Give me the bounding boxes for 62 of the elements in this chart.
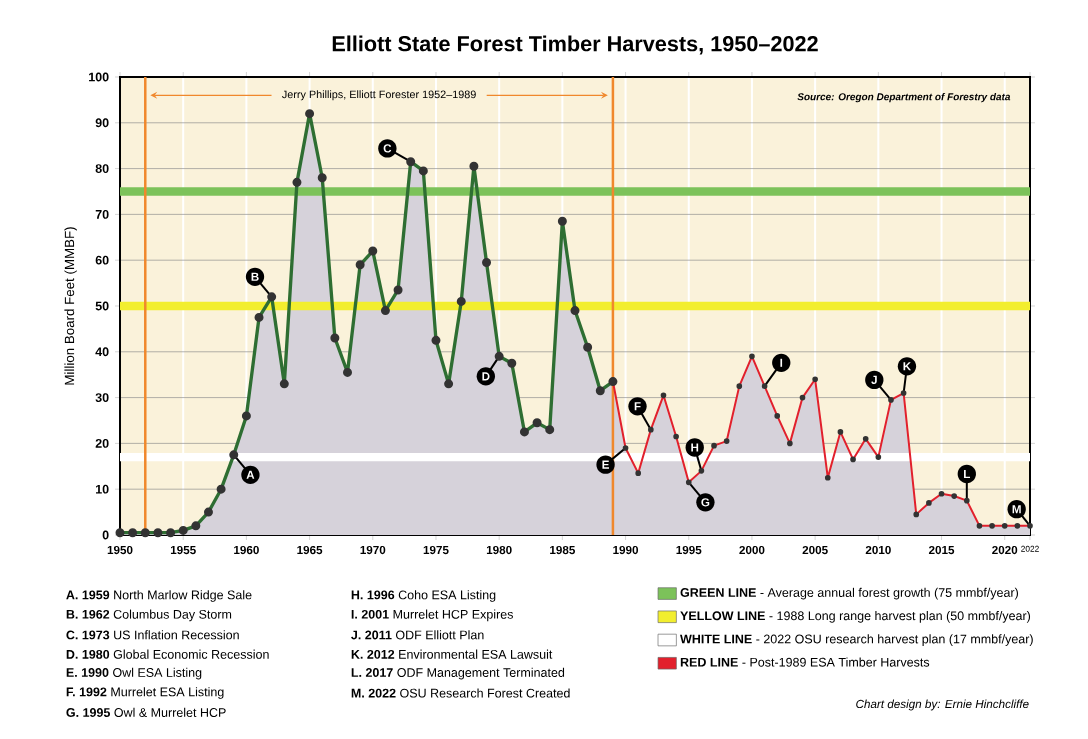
- x-tick-label: 1950: [107, 545, 133, 555]
- legend-label: RED LINE - Post-1989 ESA Timber Harvests: [680, 657, 930, 667]
- y-tick-label: 80: [95, 164, 109, 174]
- text: K. 2012 Environmental ESA Lawsuit: [351, 649, 553, 659]
- annotation: I: [780, 358, 783, 367]
- legend-label: YELLOW LINE - 1988 Long range harvest plan (50 mmbf/year): [680, 611, 1031, 623]
- text: L. 2017 ODF Management Terminated: [351, 667, 565, 680]
- text: M. 2022 OSU Research Forest Created: [351, 688, 570, 698]
- text: Chart design by: Ernie Hinchcliffe: [856, 699, 1029, 711]
- x-tick-label: 1990: [613, 545, 639, 555]
- y-tick-label: 20: [95, 438, 109, 448]
- x-tick-label: 2010: [865, 545, 891, 555]
- x-tick-label: 1970: [360, 545, 386, 555]
- text: G. 1995 Owl & Murrelet HCP: [66, 707, 226, 717]
- y-axis-title: Million Board Feet (MMBF): [64, 227, 77, 385]
- annotation: M: [1012, 505, 1021, 514]
- x-tick-label: 1985: [550, 545, 576, 555]
- annotation: D: [482, 372, 490, 381]
- text: E. 1990 Owl ESA Listing: [66, 667, 202, 680]
- y-tick-label: 70: [95, 209, 109, 219]
- y-tick-label: 50: [95, 301, 109, 311]
- annotation: F: [634, 402, 641, 411]
- text: J. 2011 ODF Elliott Plan: [351, 630, 484, 640]
- text: C. 1973 US Inflation Recession: [66, 630, 239, 640]
- x-tick-label: 2000: [739, 545, 765, 555]
- text: F. 1992 Murrelet ESA Listing: [66, 687, 224, 699]
- text: H. 1996 Coho ESA Listing: [351, 590, 496, 602]
- text: D. 1980 Global Economic Recession: [66, 649, 269, 659]
- text: B. 1962 Columbus Day Storm: [66, 609, 232, 622]
- annotation: H: [691, 443, 699, 452]
- x-tick-label: 1975: [423, 545, 449, 555]
- x-tick-label: 1995: [676, 545, 702, 555]
- annotation: C: [383, 144, 392, 153]
- x-tick-label: 1980: [486, 545, 512, 555]
- y-tick-label: 100: [89, 72, 109, 82]
- x-tick-label: 1960: [234, 545, 259, 555]
- annotation: G: [701, 498, 710, 507]
- text: A. 1959 North Marlow Ridge Sale: [66, 590, 252, 602]
- annotation: Jerry Phillips, Elliott Forester 1952–1989: [282, 90, 476, 101]
- y-tick-label: 90: [95, 118, 109, 128]
- x-tick-label: 2015: [928, 545, 955, 555]
- annotation: K: [903, 362, 912, 371]
- y-tick-label: 10: [96, 484, 109, 494]
- annotation: J: [871, 375, 877, 384]
- y-tick-label: 30: [95, 393, 109, 403]
- annotation: E: [602, 460, 609, 469]
- annotation: L: [964, 469, 971, 478]
- legend-label: WHITE LINE - 2022 OSU research harvest plan (17 mmbf/year): [680, 634, 1033, 646]
- y-tick-label: 60: [95, 255, 109, 265]
- y-tick-label: 0: [102, 530, 109, 540]
- x-tick-label: 2022: [1021, 545, 1039, 552]
- text: I. 2001 Murrelet HCP Expires: [351, 609, 513, 622]
- annotation: B: [251, 272, 259, 281]
- x-tick-label: 2020: [992, 545, 1018, 555]
- annotation: A: [246, 470, 255, 479]
- y-tick-label: 40: [95, 347, 109, 357]
- legend-label: GREEN LINE - Average annual forest growth (75 mmbf/year): [680, 587, 1018, 600]
- x-tick-label: 1965: [297, 545, 323, 555]
- chart-title: Elliott State Forest Timber Harvests, 1950–2022: [332, 35, 818, 55]
- x-tick-label: 1955: [170, 545, 196, 555]
- x-tick-label: 2005: [802, 545, 828, 555]
- annotation: Source: Oregon Department of Forestry data: [797, 92, 1011, 103]
